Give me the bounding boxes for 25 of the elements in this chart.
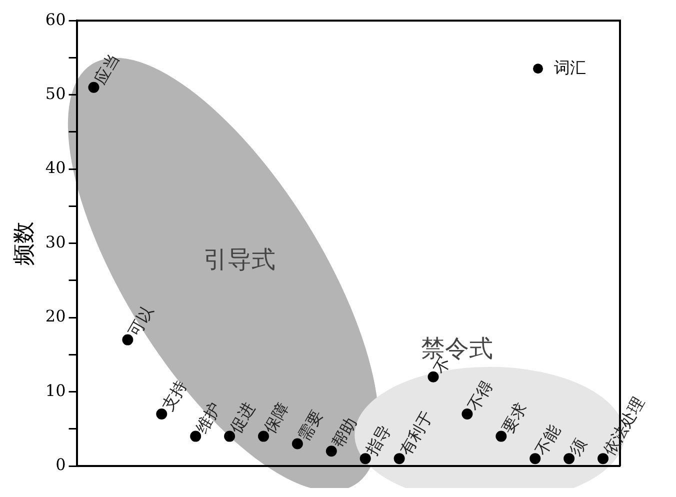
data-label: 保障 bbox=[260, 399, 293, 436]
y-tick-label: 40 bbox=[45, 158, 66, 178]
y-tick-label: 30 bbox=[45, 232, 66, 252]
y-tick-label: 10 bbox=[45, 380, 66, 400]
data-label: 支持 bbox=[158, 376, 191, 414]
data-label: 维护 bbox=[192, 399, 225, 436]
data-label: 指导 bbox=[361, 421, 394, 460]
data-label: 不能 bbox=[532, 421, 564, 459]
y-axis-title: 频数 bbox=[12, 221, 37, 266]
data-label: 不得 bbox=[464, 376, 496, 414]
data-label: 可以 bbox=[124, 302, 157, 340]
y-tick-label: 0 bbox=[56, 455, 66, 474]
legend-label: 词汇 bbox=[554, 58, 586, 77]
y-tick-label: 20 bbox=[45, 306, 66, 326]
data-label: 需要 bbox=[294, 406, 327, 444]
annotation: 引导式 bbox=[204, 245, 276, 274]
data-label: 依法处理 bbox=[600, 394, 648, 459]
data-label: 促进 bbox=[226, 399, 259, 436]
data-label: 须 bbox=[566, 435, 590, 459]
data-label: 要求 bbox=[498, 399, 530, 436]
y-tick-label: 50 bbox=[45, 84, 66, 103]
data-label: 帮助 bbox=[328, 414, 360, 452]
data-label: 应当 bbox=[90, 50, 123, 88]
data-label: 有利于 bbox=[396, 408, 436, 459]
y-tick-label: 60 bbox=[45, 10, 66, 29]
